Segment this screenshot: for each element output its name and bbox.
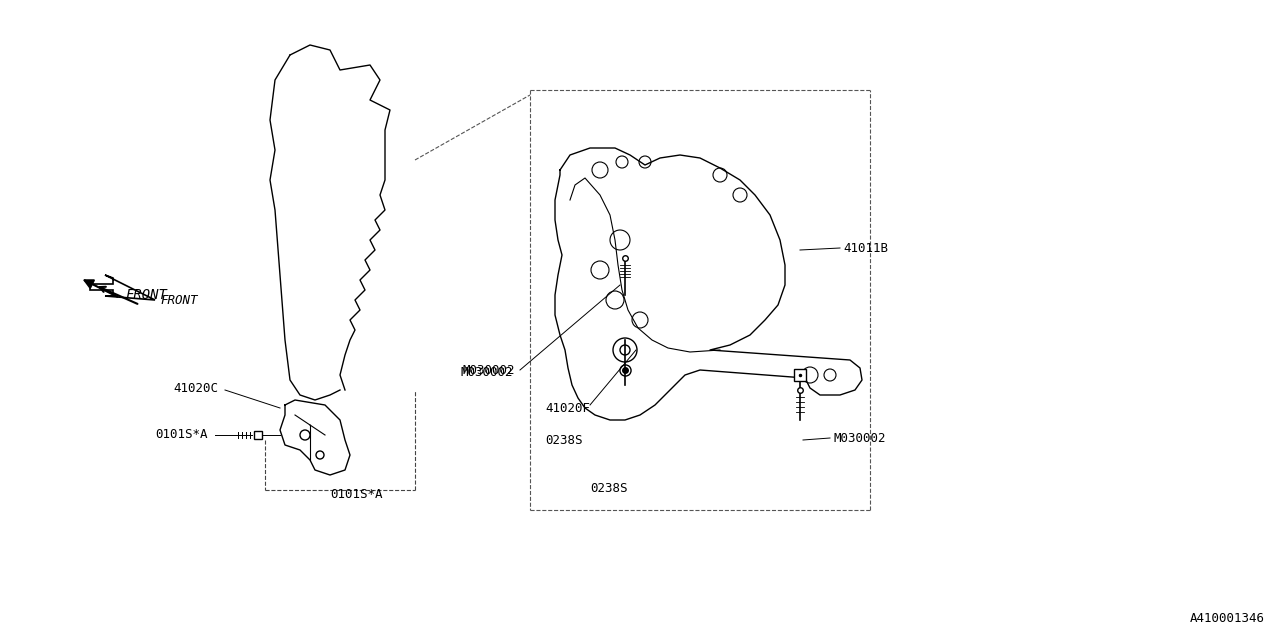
Text: 41011B: 41011B [844, 241, 888, 255]
Text: M030002: M030002 [460, 365, 512, 378]
Text: 41020C: 41020C [173, 381, 218, 394]
Text: A410001346: A410001346 [1190, 612, 1265, 625]
Text: 0238S: 0238S [545, 433, 582, 447]
Text: 0101S*A: 0101S*A [155, 429, 209, 442]
Text: 41020F: 41020F [545, 401, 590, 415]
Text: M030002: M030002 [462, 364, 515, 376]
Text: 0238S: 0238S [590, 481, 627, 495]
Text: 0101S*A: 0101S*A [330, 488, 383, 501]
Text: M030002: M030002 [833, 431, 886, 445]
Text: FRONT: FRONT [160, 294, 197, 307]
Text: FRONT: FRONT [125, 288, 166, 302]
